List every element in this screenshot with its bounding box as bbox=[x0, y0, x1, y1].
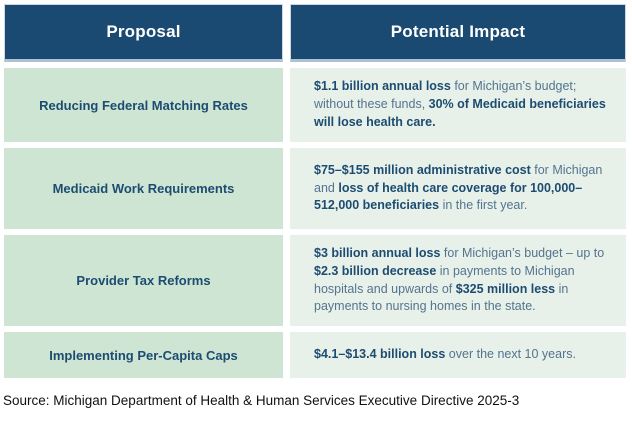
impact-text-bold-segment: $3 billion annual loss bbox=[314, 246, 441, 260]
proposal-cell: Reducing Federal Matching Rates bbox=[4, 68, 283, 142]
impact-text-bold-segment: $2.3 billion decrease bbox=[314, 263, 437, 278]
column-header-potential-impact: Potential Impact bbox=[290, 4, 626, 62]
impact-text-segment: for Michigan’s budget; without these fun… bbox=[314, 79, 577, 112]
proposal-cell: Implementing Per-Capita Caps bbox=[4, 332, 283, 378]
impact-text-bold-segment: 30% of Medicaid beneficiaries will lose … bbox=[314, 97, 606, 129]
proposal-label: Medicaid Work Requirements bbox=[52, 181, 235, 196]
impact-cell: $4.1–$13.4 billion loss over the next 10… bbox=[290, 332, 626, 378]
proposal-impact-table: Proposal Potential Impact Reducing Feder… bbox=[4, 4, 626, 378]
impact-text: $75–$155 million administrative cost for… bbox=[314, 162, 616, 215]
impact-text-bold-segment: $75–$155 million administrative cost bbox=[314, 162, 531, 177]
impact-text-segment: over the next 10 years. bbox=[445, 347, 576, 362]
impact-text-bold-segment: $325 million less bbox=[455, 281, 556, 296]
impact-cell: $3 billion annual loss for Michigan’s bu… bbox=[290, 235, 626, 326]
proposal-label: Reducing Federal Matching Rates bbox=[39, 97, 248, 113]
impact-text-bold-segment: $4.1–$13.4 billion loss bbox=[314, 347, 446, 362]
impact-text: $3 billion annual loss for Michigan’s bu… bbox=[314, 245, 616, 316]
proposal-label: Implementing Per-Capita Caps bbox=[49, 347, 238, 363]
source-citation: Source: Michigan Department of Health & … bbox=[3, 393, 520, 408]
impact-cell: $75–$155 million administrative cost for… bbox=[290, 148, 626, 229]
impact-text-segment: in payments to nursing homes in the stat… bbox=[314, 281, 569, 314]
column-header-proposal: Proposal bbox=[4, 4, 283, 62]
proposal-label: Provider Tax Reforms bbox=[76, 273, 211, 288]
impact-text-bold-segment: loss of health care coverage for 100,000… bbox=[314, 180, 583, 213]
proposal-cell: Provider Tax Reforms bbox=[4, 235, 283, 326]
impact-text-segment: for Michigan’s budget – up to bbox=[440, 246, 605, 260]
impact-cell: $1.1 billion annual loss for Michigan’s … bbox=[290, 68, 626, 142]
impact-text: $4.1–$13.4 billion loss over the next 10… bbox=[314, 346, 576, 364]
impact-text-bold-segment: $1.1 billion annual loss bbox=[314, 79, 451, 94]
impact-text-segment: in payments to Michigan hospitals and up… bbox=[314, 263, 575, 296]
impact-text-segment: in the first year. bbox=[439, 198, 528, 213]
proposal-cell: Medicaid Work Requirements bbox=[4, 148, 283, 229]
impact-text-segment: for Michigan and bbox=[314, 162, 603, 195]
impact-text: $1.1 billion annual loss for Michigan’s … bbox=[314, 78, 616, 131]
